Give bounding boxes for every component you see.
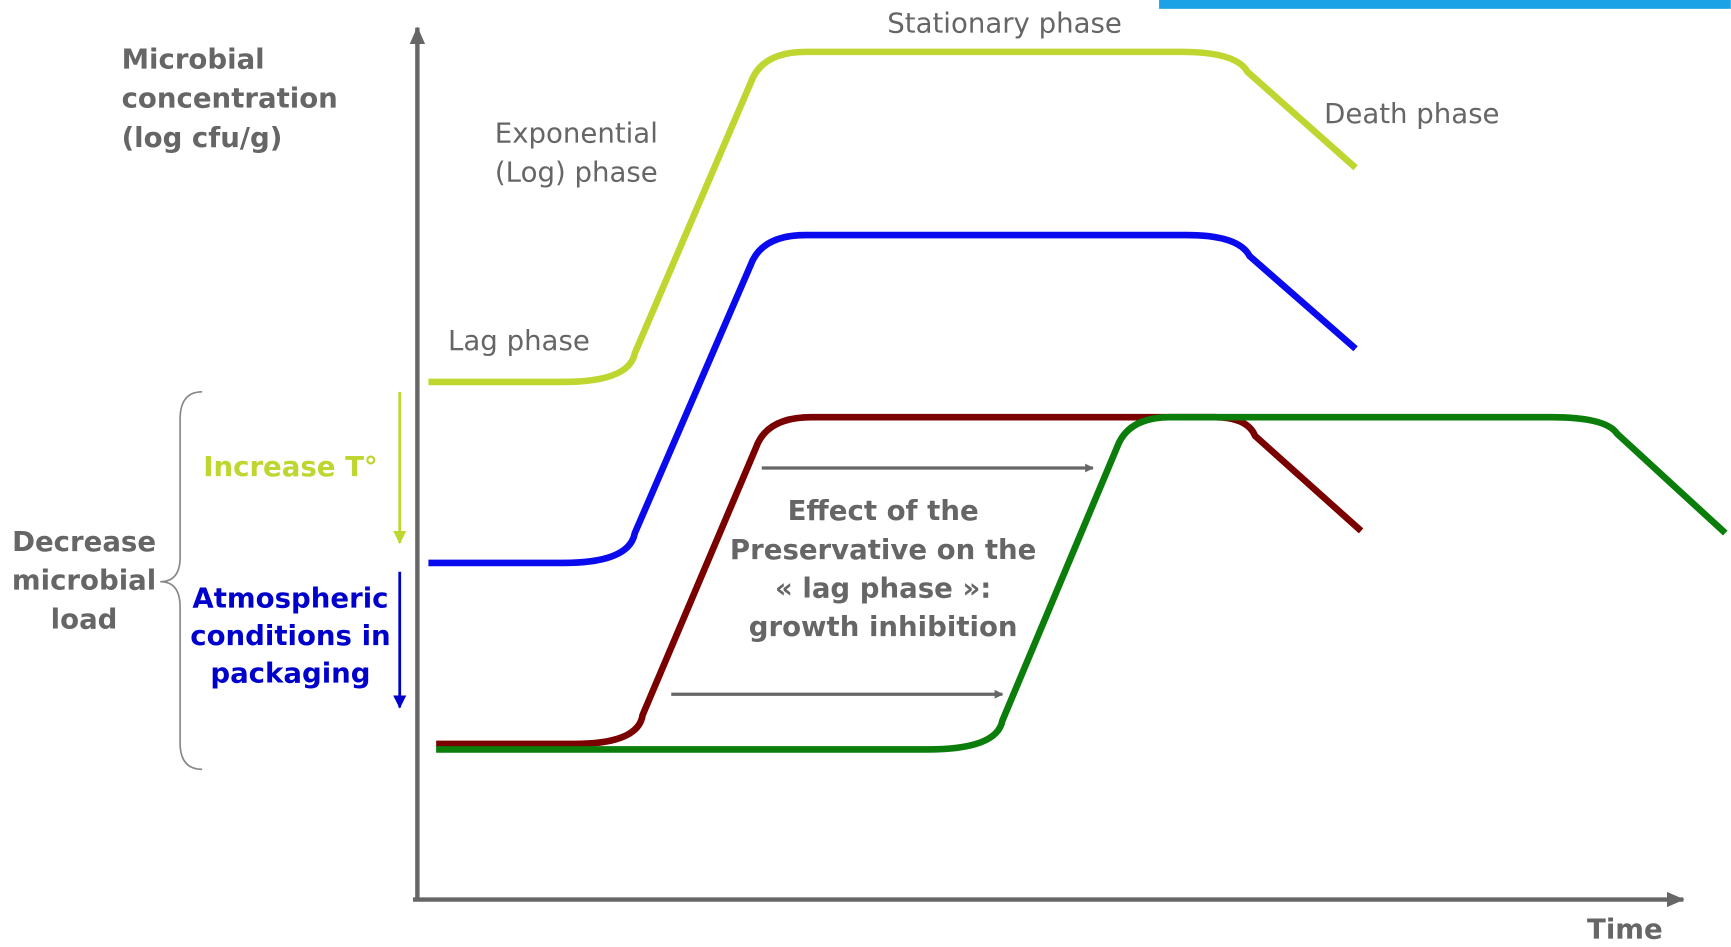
phase-label: Stationary phase xyxy=(887,6,1122,39)
effect-label: Preservative on the xyxy=(730,533,1036,566)
phase-label: Death phase xyxy=(1324,97,1499,130)
factor-label: conditions in xyxy=(190,619,390,652)
effect-label: Effect of the xyxy=(788,494,979,527)
brace-label: Decrease xyxy=(12,525,156,558)
y-axis-label: concentration xyxy=(122,81,338,114)
curve-high xyxy=(428,48,1358,386)
brace-label: microbial xyxy=(12,564,156,597)
factor-label: Increase T° xyxy=(203,450,377,483)
curve-temp xyxy=(428,231,1358,567)
factor-label: packaging xyxy=(210,656,370,689)
top-bar xyxy=(1159,0,1731,9)
y-axis-label: (log cfu/g) xyxy=(122,121,283,154)
x-axis-label: Time xyxy=(1587,912,1663,945)
curve-preservative xyxy=(436,413,1728,753)
phase-label: Exponential xyxy=(495,117,658,150)
brace-label: load xyxy=(51,602,118,635)
effect-label: growth inhibition xyxy=(749,610,1018,643)
effect-label: « lag phase »: xyxy=(775,571,991,604)
brace xyxy=(160,390,203,771)
phase-label: Lag phase xyxy=(448,324,590,357)
phase-label: (Log) phase xyxy=(495,155,658,188)
factor-label: Atmospheric xyxy=(192,581,388,614)
y-axis-label: Microbial xyxy=(122,43,265,76)
curve-atmosphere xyxy=(436,413,1364,748)
